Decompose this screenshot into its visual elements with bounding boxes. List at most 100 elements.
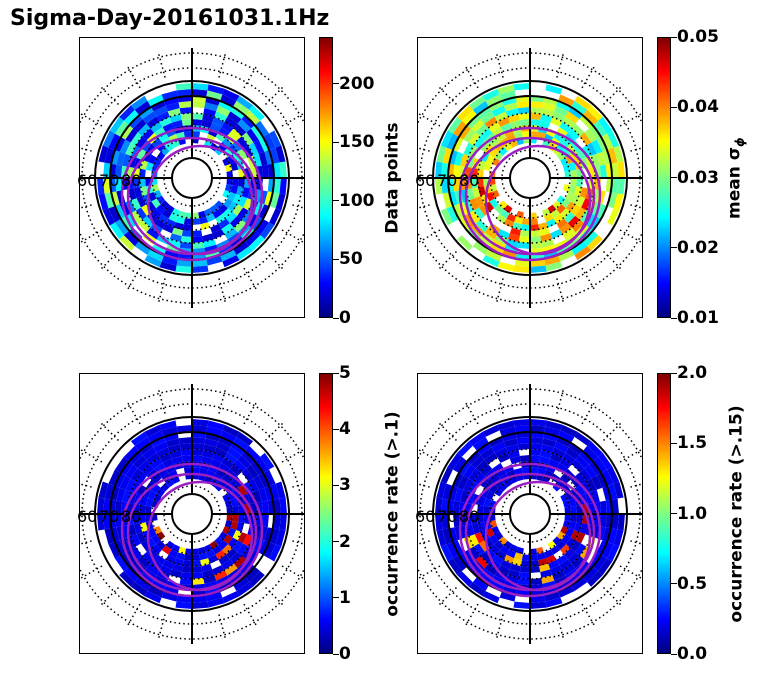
heatmap-cell (218, 540, 228, 550)
heatmap-cell (441, 514, 449, 530)
heatmap-cell (165, 204, 175, 214)
colorbar-tick (671, 317, 677, 319)
radial-tick-label: 80 (459, 507, 480, 526)
heatmap-cell (587, 441, 603, 457)
heatmap-cell (153, 493, 162, 502)
heatmap-cell (607, 466, 620, 484)
grid-circle-solid (171, 157, 213, 199)
heatmap-cell (453, 514, 461, 528)
heatmap-cell (228, 537, 238, 549)
heatmap-cell (556, 204, 566, 214)
radial-tick-label: 80 (121, 171, 142, 190)
heatmap-cell (153, 441, 168, 453)
grid-spoke (619, 229, 642, 244)
heatmap-cell (222, 255, 240, 268)
heatmap-cell (161, 90, 178, 100)
radial-tick-label: 70 (99, 507, 120, 526)
grid-spoke (281, 229, 304, 244)
heatmap-cell (485, 249, 502, 262)
heatmap-cell (530, 224, 540, 231)
heatmap-cell (518, 572, 530, 579)
heatmap-cell (192, 113, 204, 120)
heatmap-cell (245, 445, 261, 461)
colorbar-tick (671, 247, 677, 249)
heatmap-cell (199, 552, 209, 561)
heatmap-cell (221, 559, 234, 571)
heatmap-cell (178, 546, 186, 555)
heatmap-cell (571, 123, 585, 137)
grid-spoke (265, 251, 285, 271)
heatmap-cell (130, 210, 143, 224)
grid-spoke (80, 112, 103, 127)
heatmap-cell (214, 447, 228, 458)
grid-spoke (157, 614, 166, 640)
heatmap-cell (468, 198, 479, 211)
heatmap-cell (556, 436, 572, 448)
heatmap-cell (583, 445, 599, 461)
heatmap-cell (530, 265, 547, 273)
heatmap-cell (452, 456, 467, 473)
heatmap-cell (260, 222, 275, 240)
heatmap-cell (104, 483, 114, 500)
heatmap-cell (584, 128, 597, 143)
heatmap-cell (591, 139, 603, 154)
heatmap-cell (222, 157, 231, 166)
heatmap-cell (516, 546, 524, 555)
heatmap-cell (130, 198, 141, 211)
heatmap-cell (147, 430, 164, 443)
heatmap-cell (137, 219, 151, 233)
heatmap-cell (212, 452, 225, 463)
heatmap-cells (435, 419, 625, 609)
heatmap-cell (468, 145, 479, 158)
heatmap-cell (570, 204, 582, 216)
heatmap-cell (273, 514, 281, 530)
heatmap-cell (458, 216, 471, 232)
heatmap-cell (435, 514, 443, 531)
heatmap-cell (230, 442, 246, 455)
heatmap-cell (482, 424, 500, 437)
heatmap-cell (561, 198, 571, 209)
heatmap-cell (119, 571, 135, 587)
heatmap-cell (273, 178, 281, 194)
colorbar-tick-label: 0.01 (677, 308, 719, 328)
heatmap-cell (495, 132, 507, 142)
heatmap-cell (458, 460, 471, 476)
heatmap-cell (150, 100, 166, 112)
heatmap-cell (480, 128, 493, 141)
heatmap-cell (530, 131, 539, 138)
heatmap-cell (175, 265, 192, 273)
heatmap-cell (133, 187, 143, 199)
heatmap-cell (530, 455, 541, 462)
heatmap-cell (227, 111, 242, 124)
heatmap-cell (150, 436, 166, 448)
auroral-oval (484, 144, 592, 256)
heatmap-cell (279, 161, 287, 178)
heatmap-cell (499, 209, 510, 219)
heatmap-cell (120, 552, 133, 568)
heatmap-cell (571, 577, 588, 592)
heatmap-cell (593, 456, 608, 473)
heatmap-cell (161, 209, 172, 219)
heatmap-cell (599, 500, 607, 514)
heatmap-cell (559, 559, 572, 571)
heatmap-cell (138, 106, 154, 119)
heatmap-cell (230, 106, 246, 119)
heatmap-cell (452, 120, 467, 137)
heatmap-cell (128, 450, 143, 465)
heatmap-cell (245, 109, 261, 125)
heatmap-cell (575, 532, 586, 544)
heatmap-cell (608, 147, 618, 164)
heatmap-cell (199, 216, 209, 225)
colorbar-tick-label: 0 (339, 644, 351, 664)
heatmap-cell (558, 94, 575, 107)
colorbar-tick-label: 0.03 (677, 167, 719, 188)
heatmap-cell (237, 484, 248, 496)
heatmap-cell (123, 445, 139, 461)
heatmap-cell (537, 552, 547, 561)
heatmap-cell (175, 552, 185, 561)
heatmap-cell (530, 467, 539, 474)
heatmap-cell (258, 204, 270, 220)
heatmap-cell (237, 207, 249, 220)
heatmap-cell (108, 206, 121, 223)
heatmap-cell (576, 178, 583, 188)
